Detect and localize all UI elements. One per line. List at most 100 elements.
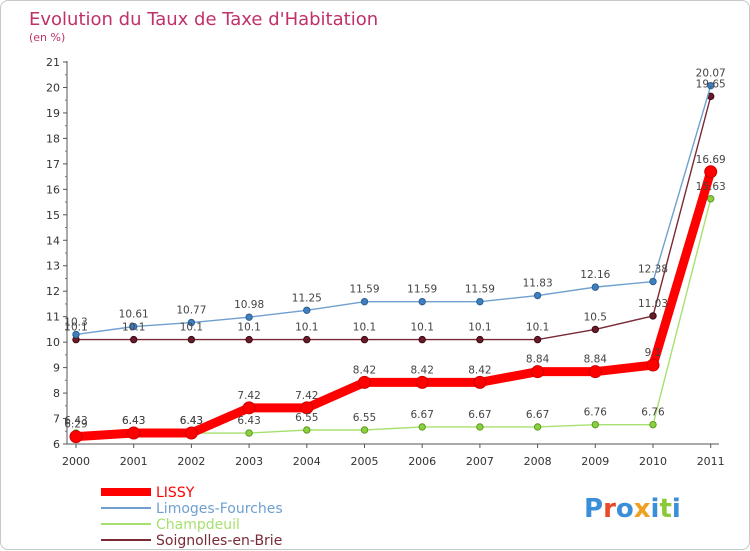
point-soignolles-en-brie	[187, 335, 196, 344]
data-label-champdeuil: 6.55	[295, 412, 318, 424]
y-tick-label: 21	[46, 56, 60, 69]
data-label-lissy: 6.43	[180, 415, 203, 427]
point-champdeuil	[476, 423, 484, 431]
point-champdeuil	[649, 420, 657, 429]
data-label-limoges-fourches: 11.59	[349, 284, 379, 296]
legend: LISSYLimoges-FourchesChampdeuilSoignolle…	[101, 485, 283, 549]
data-label-champdeuil: 6.76	[641, 407, 665, 419]
proxiti-logo: Proxiti	[584, 494, 681, 524]
y-tick-label: 10	[46, 336, 60, 349]
point-champdeuil	[418, 423, 426, 431]
data-label-limoges-fourches: 11.59	[407, 284, 437, 296]
series-line-lissy	[71, 167, 716, 442]
data-label-champdeuil: 6.76	[584, 407, 608, 419]
y-tick-label: 8	[53, 387, 60, 400]
point-lissy	[588, 365, 602, 379]
point-champdeuil	[533, 423, 542, 431]
data-label-soignolles-en-brie: 10.1	[237, 322, 260, 334]
data-label-champdeuil: 6.67	[411, 409, 434, 421]
y-tick-label: 13	[46, 260, 60, 273]
x-tick-label: 2006	[408, 455, 436, 468]
data-label-limoges-fourches: 20.07	[696, 68, 726, 80]
data-label-lissy: 8.42	[468, 364, 491, 376]
point-lissy	[300, 401, 314, 415]
series-layer	[69, 81, 718, 444]
data-label-lissy: 6.43	[122, 415, 145, 427]
data-label-lissy: 7.42	[237, 390, 260, 402]
y-tick-label: 14	[46, 234, 60, 247]
data-label-soignolles-en-brie: 10.1	[180, 322, 203, 334]
data-label-champdeuil: 6.43	[122, 415, 145, 427]
point-limoges-fourches	[72, 330, 80, 339]
x-tick-label: 2001	[120, 455, 148, 468]
point-limoges-fourches	[707, 81, 715, 90]
data-label-soignolles-en-brie: 10.1	[468, 322, 491, 334]
y-tick-label: 11	[46, 311, 60, 324]
point-limoges-fourches	[130, 322, 138, 331]
point-soignolles-en-brie	[476, 335, 484, 344]
data-label-champdeuil: 6.67	[468, 409, 491, 421]
data-label-champdeuil: 6.55	[353, 412, 376, 424]
data-label-lissy: 8.42	[353, 364, 376, 376]
point-limoges-fourches	[591, 283, 599, 291]
chart-title: Evolution du Taux de Taxe d'Habitation	[29, 9, 378, 30]
data-label-soignolles-en-brie: 19.65	[696, 78, 726, 90]
data-label-champdeuil: 6.43	[64, 415, 87, 427]
point-limoges-fourches	[649, 277, 657, 286]
x-tick-label: 2011	[697, 455, 725, 468]
y-tick-label: 12	[46, 285, 60, 298]
point-lissy	[242, 401, 256, 415]
point-soignolles-en-brie	[130, 335, 138, 344]
data-labels: 6.29 6.43 6.437.42 7.428.42 8.42 8.428.84 8.84…	[64, 68, 725, 431]
data-label-limoges-fourches: 11.25	[292, 292, 322, 304]
point-lissy	[531, 365, 545, 379]
data-label-lissy: 8.42	[411, 364, 434, 376]
point-soignolles-en-brie	[360, 335, 369, 344]
point-lissy	[415, 375, 429, 389]
logo-text: Proxiti	[584, 494, 681, 524]
legend-label-soignolles-en-brie: Soignolles-en-Brie	[156, 533, 282, 549]
data-label-limoges-fourches: 10.3	[64, 316, 87, 328]
point-lissy	[473, 375, 487, 389]
point-soignolles-en-brie	[418, 335, 426, 344]
point-lissy	[184, 426, 198, 440]
data-label-lissy: 16.69	[696, 154, 726, 166]
point-lissy	[358, 375, 371, 389]
data-label-champdeuil: 15.63	[696, 181, 726, 193]
data-label-limoges-fourches: 10.61	[119, 309, 149, 321]
data-label-limoges-fourches: 11.59	[465, 284, 495, 296]
data-label-lissy: 9.1	[645, 347, 662, 359]
data-label-soignolles-en-brie: 10.1	[353, 322, 376, 334]
data-label-soignolles-en-brie: 10.1	[64, 322, 87, 334]
y-tick-label: 18	[46, 132, 60, 145]
legend-label-lissy: LISSY	[156, 485, 195, 501]
x-tick-label: 2007	[466, 455, 494, 468]
point-soignolles-en-brie	[649, 312, 657, 320]
data-label-soignolles-en-brie: 10.1	[295, 322, 318, 334]
point-limoges-fourches	[187, 318, 196, 327]
data-label-champdeuil: 6.43	[237, 415, 260, 427]
point-champdeuil	[707, 195, 715, 203]
point-soignolles-en-brie	[533, 335, 542, 344]
data-label-lissy: 7.42	[295, 390, 318, 402]
x-tick-label: 2009	[581, 455, 609, 468]
point-limoges-fourches	[533, 291, 542, 300]
data-label-limoges-fourches: 12.16	[580, 269, 610, 281]
data-label-soignolles-en-brie: 10.1	[411, 322, 434, 334]
point-champdeuil	[591, 420, 599, 429]
x-tick-label: 2002	[177, 455, 205, 468]
data-label-limoges-fourches: 10.77	[176, 305, 206, 317]
chart-subtitle: (en %)	[29, 31, 65, 44]
x-tick-label: 2000	[62, 455, 90, 468]
point-champdeuil	[360, 426, 369, 434]
point-soignolles-en-brie	[303, 335, 311, 344]
series-line-limoges-fourches	[75, 84, 712, 336]
point-lissy	[127, 426, 141, 440]
legend-label-champdeuil: Champdeuil	[156, 517, 240, 533]
y-tick-label: 15	[46, 209, 60, 222]
y-tick-label: 17	[46, 158, 60, 171]
y-tick-label: 7	[53, 413, 60, 426]
x-tick-label: 2004	[293, 455, 321, 468]
